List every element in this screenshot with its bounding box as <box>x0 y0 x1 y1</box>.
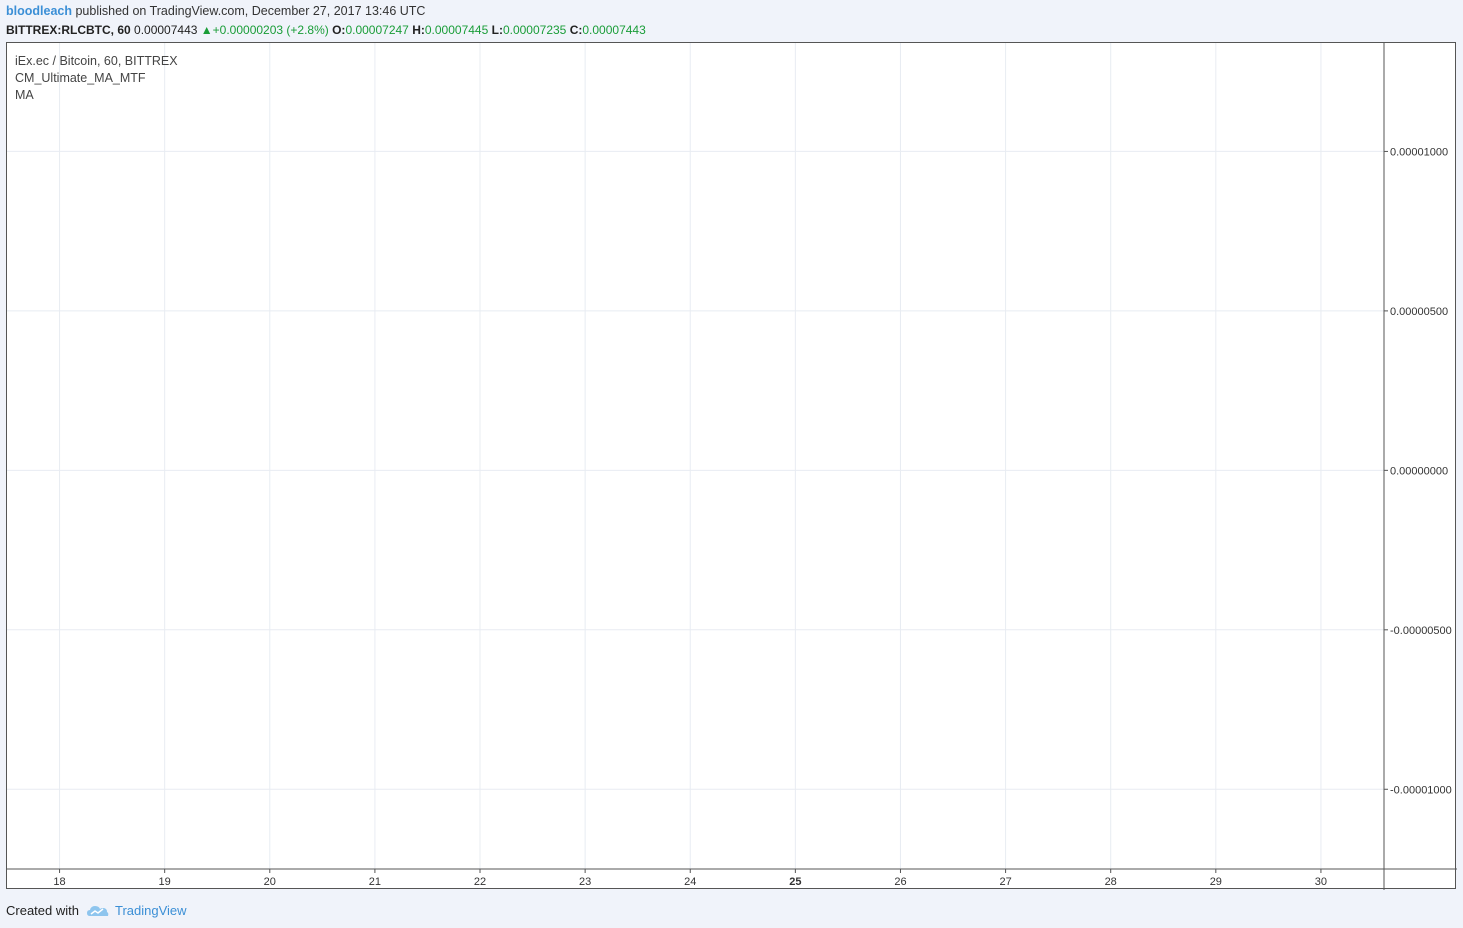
x-tick-label: 25 <box>789 876 801 888</box>
x-tick-label: 28 <box>1105 876 1117 888</box>
x-tick-label: 20 <box>264 876 276 888</box>
chart-frame[interactable]: 100MA0.00009013 0.000130000.000125000.00… <box>6 42 1457 890</box>
last-price: 0.00007443 <box>134 23 198 37</box>
y-tick-label: 0.00001000 <box>1390 146 1448 158</box>
chart-legend: iEx.ec / Bitcoin, 60, BITTREX CM_Ultimat… <box>15 53 178 104</box>
x-tick-label: 29 <box>1210 876 1222 888</box>
grid-layer <box>7 43 1384 869</box>
x-tick-label: 23 <box>579 876 591 888</box>
symbol-ohlc-line: BITTREX:RLCBTC, 60 0.00007443 ▲+0.000002… <box>6 23 646 37</box>
y-tick-label: -0.00000500 <box>1390 625 1452 637</box>
close-value: 0.00007443 <box>582 23 646 37</box>
author-link[interactable]: bloodleach <box>6 4 72 18</box>
created-with-text: Created with <box>6 903 79 918</box>
y-tick-label: -0.00001000 <box>1390 784 1452 796</box>
tradingview-cloud-icon <box>86 905 109 916</box>
high-label: H: <box>412 23 425 37</box>
symbol-label: BITTREX:RLCBTC, 60 <box>6 23 131 37</box>
x-tick-label: 22 <box>474 876 486 888</box>
legend-indicator-ma[interactable]: MA <box>15 88 34 102</box>
y-tick-label: 0.00000500 <box>1390 306 1448 318</box>
x-tick-label: 19 <box>159 876 171 888</box>
footer: Created with TradingView <box>6 903 187 918</box>
x-tick-label: 18 <box>53 876 65 888</box>
low-label: L: <box>491 23 503 37</box>
tradingview-brand-link[interactable]: TradingView <box>114 903 187 918</box>
publish-header: bloodleach published on TradingView.com,… <box>6 4 425 18</box>
x-tick-label: 26 <box>894 876 906 888</box>
close-label: C: <box>569 23 583 37</box>
published-text: published on TradingView.com, December 2… <box>71 4 426 18</box>
change-value: +0.00000203 (+2.8%) <box>212 23 329 37</box>
axis-layer: 0.000130000.000125000.000120000.00011500… <box>7 43 1457 890</box>
low-value: 0.00007235 <box>502 23 567 37</box>
high-value: 0.00007445 <box>424 23 489 37</box>
chart-canvas[interactable]: 100MA0.00009013 0.000130000.000125000.00… <box>7 43 1457 890</box>
open-value: 0.00007247 <box>345 23 409 37</box>
x-tick-label: 27 <box>999 876 1011 888</box>
up-triangle-icon: ▲ <box>200 23 213 37</box>
x-tick-label: 24 <box>684 876 696 888</box>
open-label: O: <box>332 23 346 37</box>
legend-indicator-cm-ma[interactable]: CM_Ultimate_MA_MTF <box>15 71 146 85</box>
x-tick-label: 21 <box>369 876 381 888</box>
legend-title: iEx.ec / Bitcoin, 60, BITTREX <box>15 54 178 68</box>
x-tick-label: 30 <box>1315 876 1327 888</box>
y-tick-label: 0.00000000 <box>1390 465 1448 477</box>
